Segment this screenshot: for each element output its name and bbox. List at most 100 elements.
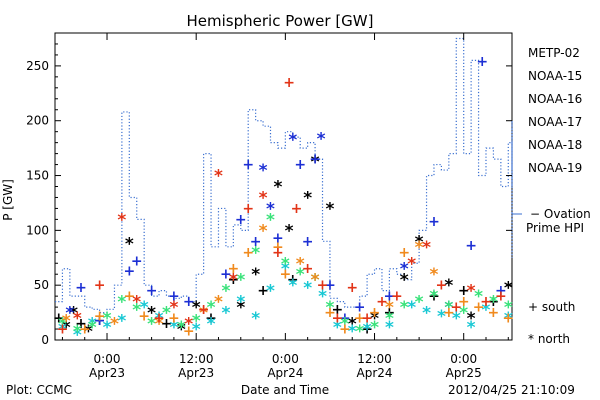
data-point-north: * [169,298,178,318]
x-axis: 0:00Apr2312:00Apr230:00Apr2412:00Apr240:… [61,33,509,380]
data-point-south: + [369,305,381,321]
x-tick-date: Apr25 [446,366,482,380]
y-tick-label: 0 [41,333,49,347]
data-point-north: * [88,315,97,335]
data-point-south: + [235,212,247,228]
data-point-north: * [184,315,193,335]
data-point-north: * [84,322,93,342]
plot-timestamp: 2012/04/25 21:10:09 [448,383,575,397]
data-point-north: * [363,320,372,340]
legend-noaa-15: NOAA-15 [528,69,582,83]
series-metp-02: +**+*+**+ **++**+**+***+* +* +**+* +*+* [53,152,513,342]
data-point-south: + [94,278,106,294]
data-point-south: + [198,302,210,318]
data-point-north: * [155,309,164,329]
data-point-north: * [288,276,297,296]
data-point-south: + [458,294,470,310]
data-point-south: + [339,311,351,327]
data-point-north: * [311,152,320,172]
data-point-north: * [125,235,134,255]
data-point-north: * [474,287,483,307]
plot-credit: Plot: CCMC [6,383,72,397]
data-point-north: * [504,309,513,329]
legend-noaa-19: NOAA-19 [528,161,582,175]
data-point-south: + [94,308,106,324]
y-tick-label: 50 [34,278,49,292]
data-point-south: + [242,157,254,173]
data-point-north: * [266,210,275,230]
data-point-north: * [103,318,112,338]
data-point-north: * [281,260,290,280]
data-point-south: + [302,234,314,250]
data-point-north: * [251,243,260,263]
data-point-south: + [476,54,488,70]
data-point-north: * [69,304,78,324]
data-point-north: * [62,318,71,338]
data-point-north: * [370,309,379,329]
data-point-north: * [169,318,178,338]
data-point-north: * [437,307,446,327]
data-point-south: + [53,311,65,327]
data-point-north: * [340,315,349,335]
data-point-south: + [450,300,462,316]
series-noaa-18: * ++ *++ * ++**++*++**+++ + *+ **++ + + + [62,221,514,339]
data-point-south: + [75,280,87,296]
data-point-north: * [489,293,498,313]
data-point-north: * [155,315,164,335]
data-point-north: * [236,271,245,291]
data-point-south: + [436,278,448,294]
data-point-north: * [504,298,513,318]
legend: METP-02 NOAA-15 NOAA-16 NOAA-17 NOAA-18 NOAA-… [512,46,591,235]
data-point-south: + [361,322,373,338]
data-point-south: + [324,278,336,294]
data-point-north: * [444,298,453,318]
data-point-north: * [459,304,468,324]
x-tick-time: 12:00 [357,352,392,366]
data-point-south: + [79,322,91,338]
data-point-north: * [348,315,357,335]
data-point-north: * [311,271,320,291]
data-point-north: * [266,199,275,219]
data-point-north: * [214,293,223,313]
data-point-south: + [346,280,358,296]
x-tick-time: 0:00 [94,352,121,366]
data-point-south: + [205,311,217,327]
data-point-north: * [140,298,149,318]
data-point-south: + [291,201,303,217]
data-point-south: + [75,316,87,332]
data-point-north: * [407,298,416,318]
data-point-north: * [422,304,431,324]
data-point-north: * [303,188,312,208]
data-point-north: * [467,282,476,302]
legend-noaa-17: NOAA-17 [528,115,582,129]
data-point-south: + [220,267,232,283]
data-point-north: * [192,320,201,340]
legend-ovation-line1: − Ovation [530,207,591,221]
data-point-south: + [324,305,336,321]
data-point-north: * [229,271,238,291]
data-point-south: + [354,311,366,327]
data-point-north: * [400,298,409,318]
data-point-north: * [318,287,327,307]
x-axis-label: Date and Time [241,383,329,397]
data-point-south: + [272,239,284,255]
data-point-north: * [430,265,439,285]
data-point-south: + [94,313,106,329]
data-point-north: * [400,260,409,280]
data-point-south: + [227,272,239,288]
data-point-north: * [192,298,201,318]
data-point-south: + [227,261,239,277]
data-point-south: + [168,289,180,305]
data-point-north: * [62,311,71,331]
data-point-north: * [65,304,74,324]
data-point-north: * [311,271,320,291]
data-point-north: * [73,326,82,346]
x-tick-date: Apr24 [267,366,303,380]
data-point-north: * [285,221,294,241]
y-tick-label: 100 [26,223,49,237]
data-point-north: * [467,318,476,338]
data-point-south: + [465,238,477,254]
data-point-north: * [444,298,453,318]
data-point-north: * [296,265,305,285]
